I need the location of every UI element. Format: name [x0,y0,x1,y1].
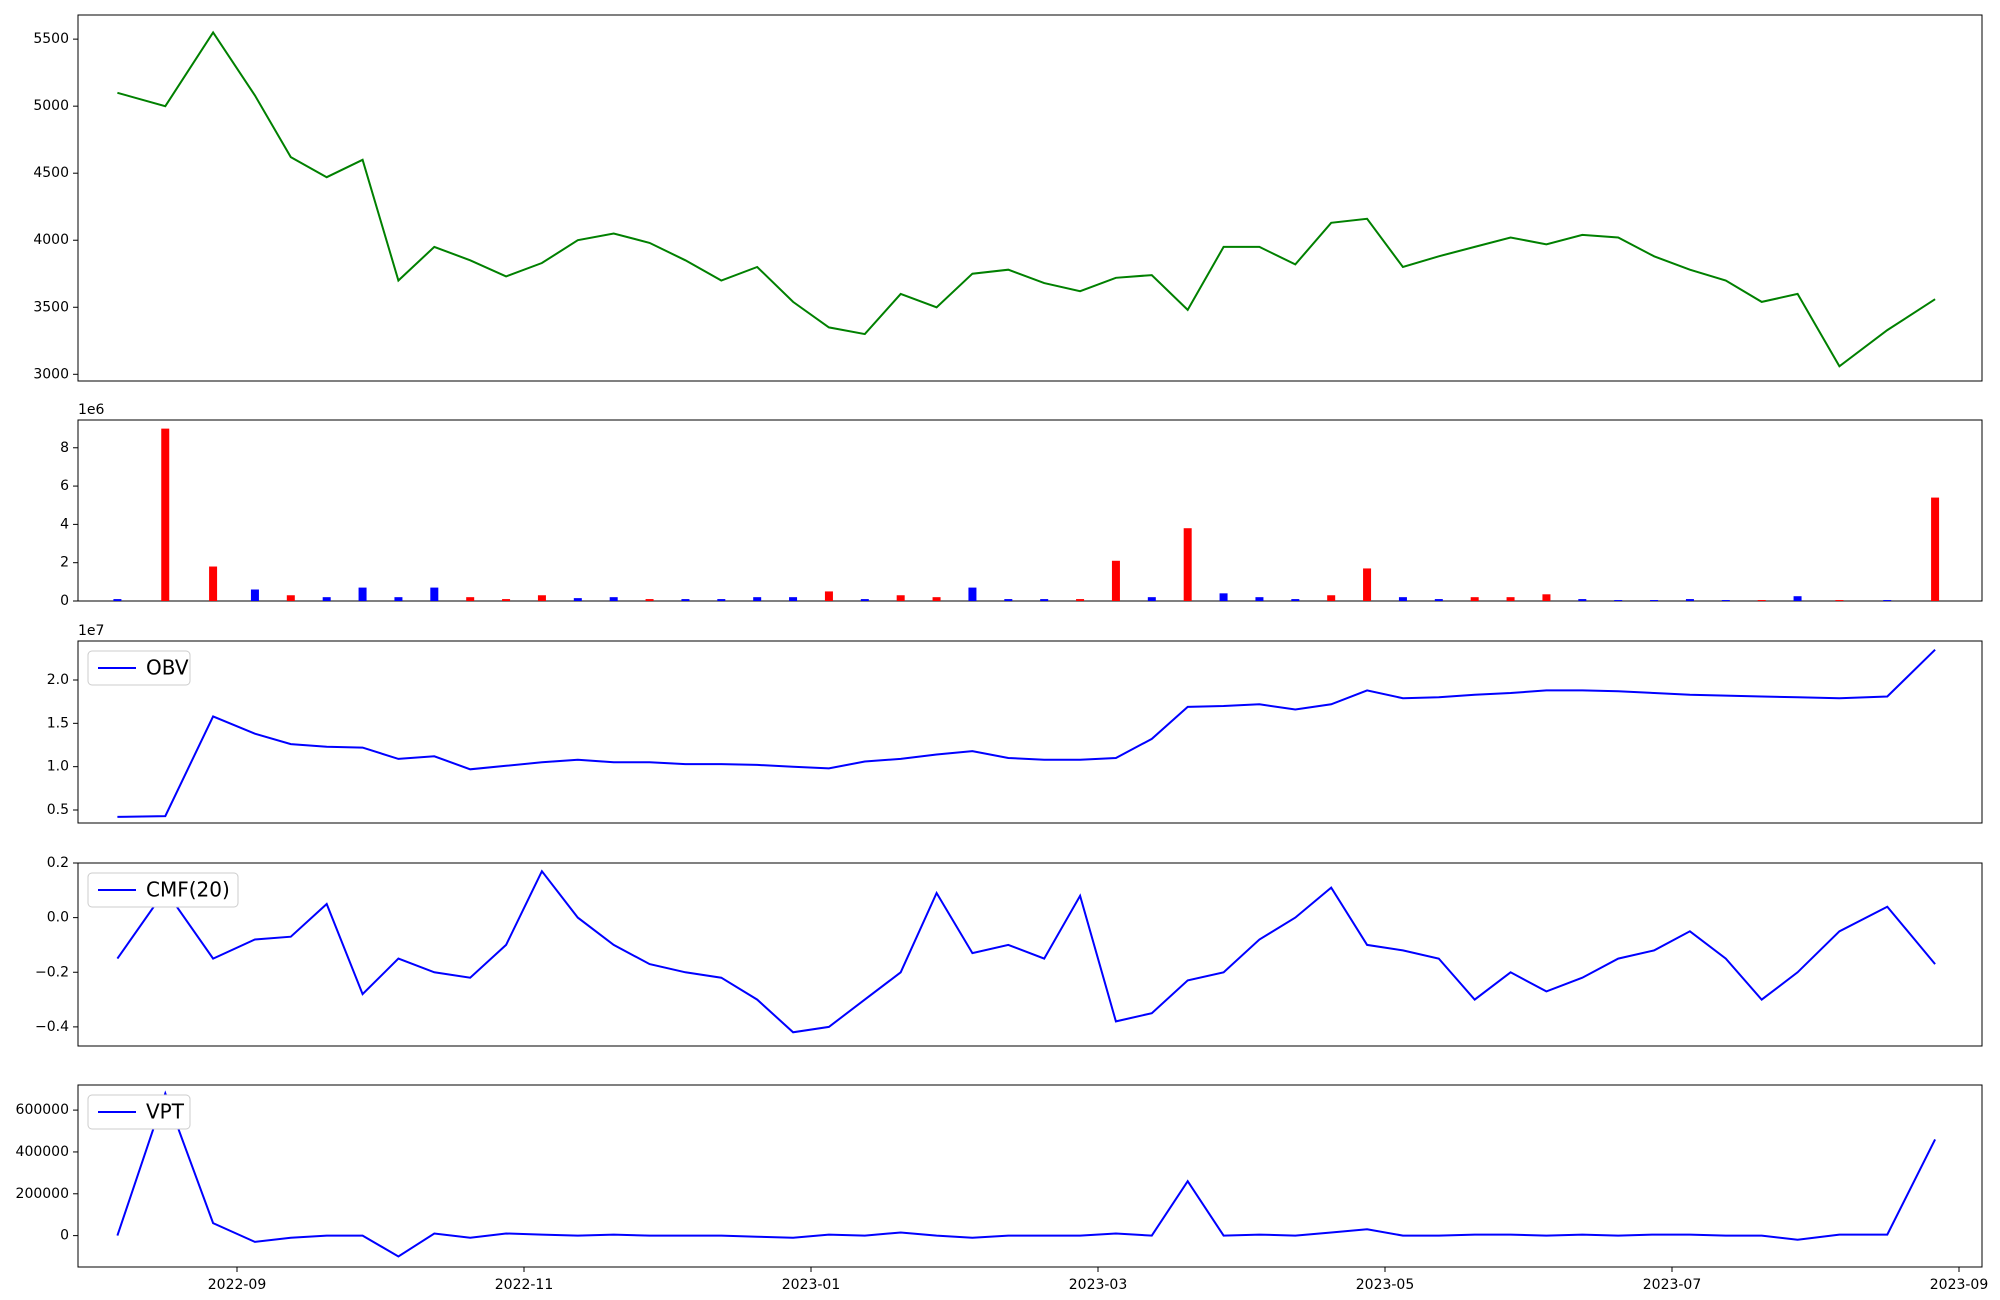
line [116,869,1936,1034]
y-tick-label: 4000 [33,232,69,248]
y-tick-label: 6 [60,478,69,494]
y-tick-label: 5000 [33,98,69,114]
y-tick-label: 4 [60,516,69,532]
bar [394,597,403,601]
y-tick-label: 400000 [16,1144,69,1160]
y-tick-label: 2 [60,555,69,571]
legend-label: VPT [146,1100,185,1124]
legend-label: CMF(20) [146,878,230,902]
y-tick-label: 0 [60,1228,69,1244]
bar [466,597,475,601]
bar [645,599,654,601]
bar [1076,599,1085,601]
bar [896,595,905,601]
plot-frame [77,419,1983,602]
bar [250,589,259,601]
bar [1111,560,1120,601]
bar [537,595,546,601]
bar [1685,599,1694,601]
bar [932,597,941,601]
bar [717,599,726,601]
x-tick-label: 2023-05 [1356,1277,1415,1293]
x-tick-label: 2023-07 [1643,1277,1702,1293]
bar [824,591,833,601]
y-tick-label: 1.5 [47,715,69,731]
y-tick-label: 200000 [16,1186,69,1202]
plot-frame [77,14,1983,382]
y-tick-label: 600000 [16,1102,69,1118]
y-tick-label: 0.2 [47,855,69,871]
legend-box [87,650,191,686]
legend-box [87,1094,191,1130]
x-tick-label: 2022-11 [495,1277,554,1293]
y-tick-label: 1.0 [47,759,69,775]
y-tick-label: −0.2 [35,964,69,980]
bar [681,599,690,601]
bar [322,597,331,601]
bar [1291,599,1300,601]
bar [609,597,618,601]
bar [860,599,869,601]
y-tick-label: 8 [60,440,69,456]
bar [1578,599,1587,601]
legend-label: OBV [146,656,189,680]
plot-frame [77,1084,1983,1268]
bar [1793,596,1802,601]
bar [1004,599,1013,601]
line [117,648,1936,818]
y-tick-label: 5500 [33,31,69,47]
x-tick-label: 2023-09 [1930,1277,1989,1293]
bar [1147,597,1156,601]
bar [573,598,582,601]
bar [1183,528,1192,601]
legend-box [87,872,239,908]
axis-offset: 1e7 [78,623,104,639]
bar [1255,597,1264,601]
bar [1398,597,1407,601]
bar [1931,497,1940,601]
bar [430,587,439,601]
y-tick-label: 2.0 [47,672,69,688]
bar [1614,600,1623,601]
y-tick-label: 0 [60,593,69,609]
bar [113,599,122,601]
line [117,30,1936,368]
y-tick-label: 0.0 [47,910,69,926]
bar [789,597,798,601]
y-tick-label: 3000 [33,366,69,382]
bar [1506,597,1515,601]
bar [1327,595,1336,601]
bar [209,566,218,601]
plot-frame [77,640,1983,824]
line [116,1090,1936,1258]
axis-offset: 1e6 [78,402,105,418]
y-tick-label: 0.5 [47,802,69,818]
plot-frame [77,862,1983,1047]
y-tick-label: 3500 [33,299,69,315]
bar [1363,568,1372,601]
bar [1650,600,1659,601]
bar [358,587,367,601]
bar [1835,600,1844,601]
bar [502,599,511,601]
y-tick-label: 4500 [33,165,69,181]
x-tick-label: 2022-09 [208,1277,267,1293]
bar [1883,600,1892,601]
bar [1470,597,1479,601]
bar [1219,593,1228,601]
bar [286,595,295,601]
bar [1040,599,1049,601]
bar [1721,600,1730,601]
bar [753,597,762,601]
bar [1542,594,1551,601]
y-tick-label: −0.4 [35,1019,69,1035]
bar [1434,599,1443,601]
bar [1757,600,1766,601]
x-tick-label: 2023-01 [782,1277,841,1293]
x-tick-label: 2023-03 [1069,1277,1128,1293]
bar [968,587,977,601]
bar [161,428,170,601]
